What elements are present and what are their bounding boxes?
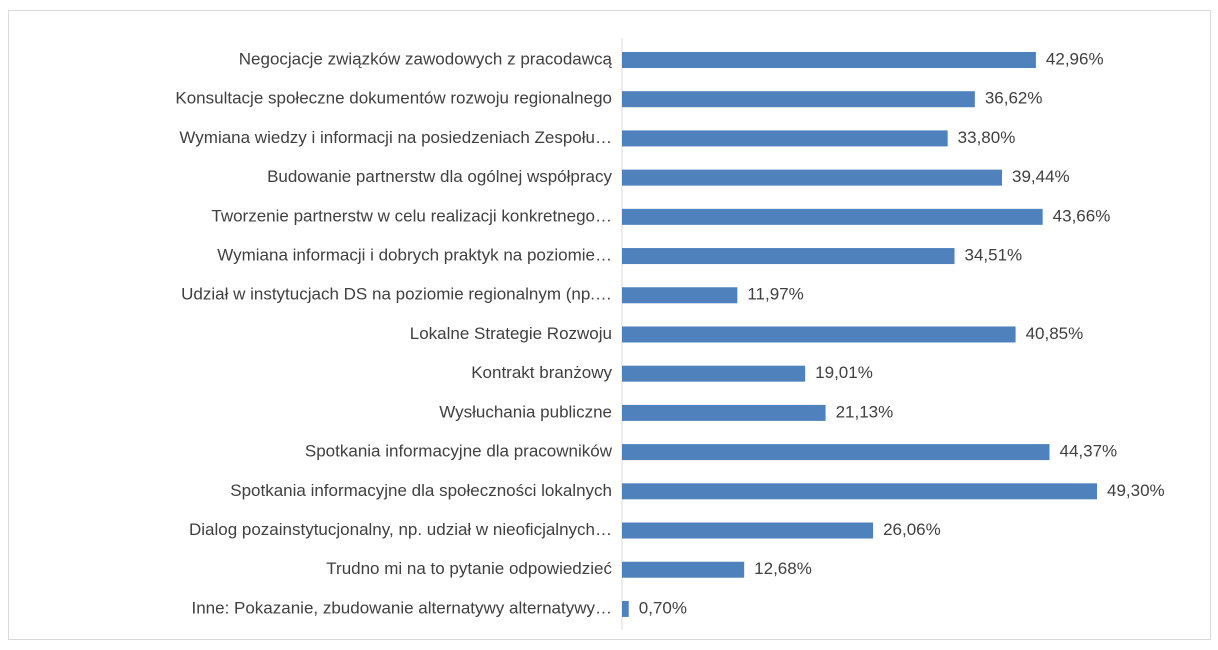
bar (622, 52, 1036, 68)
data-label: 33,80% (958, 128, 1016, 147)
y-tick-label: Tworzenie partnerstw w celu realizacji k… (211, 206, 612, 225)
data-label: 34,51% (965, 246, 1023, 265)
data-label: 40,85% (1026, 324, 1084, 343)
data-label: 39,44% (1012, 167, 1070, 186)
y-tick-label: Wymiana wiedzy i informacji na posiedzen… (179, 128, 612, 147)
bar (622, 561, 745, 578)
y-tick-label: Kontrakt branżowy (471, 363, 612, 382)
bar (622, 600, 629, 617)
y-tick-label: Lokalne Strategie Rozwoju (410, 324, 612, 343)
data-label: 12,68% (754, 559, 812, 578)
chart-border (8, 10, 1211, 640)
bar (622, 404, 826, 421)
data-label: 36,62% (985, 89, 1043, 108)
y-tick-label: Spotkania informacyjne dla pracowników (305, 442, 613, 461)
data-label: 43,66% (1053, 206, 1111, 225)
data-label: 11,97% (747, 285, 803, 304)
y-tick-label: Wysłuchania publiczne (439, 402, 612, 421)
bar (622, 444, 1050, 461)
y-tick-label: Spotkania informacyjne dla społeczności … (230, 481, 612, 500)
bar (622, 365, 806, 382)
bar (622, 169, 1002, 186)
bar (622, 326, 1016, 343)
bar (622, 91, 975, 108)
y-tick-label: Udział w instytucjach DS na poziomie reg… (181, 285, 612, 304)
data-label: 26,06% (883, 520, 941, 539)
data-label: 44,37% (1060, 442, 1118, 461)
bar (622, 483, 1097, 500)
y-tick-label: Budowanie partnerstw dla ogólnej współpr… (267, 167, 612, 186)
data-label: 19,01% (815, 363, 873, 382)
data-label: 21,13% (836, 402, 894, 421)
bar (622, 522, 874, 539)
y-tick-label: Inne: Pokazanie, zbudowanie alternatywy … (191, 598, 612, 617)
y-tick-label: Trudno mi na to pytanie odpowiedzieć (326, 559, 612, 578)
bar (622, 130, 948, 147)
y-tick-label: Dialog pozainstytucjonalny, np. udział w… (189, 520, 612, 539)
bar (622, 248, 955, 265)
y-tick-label: Negocjacje związków zawodowych z pracoda… (239, 49, 613, 68)
bar (622, 208, 1043, 225)
data-label: 49,30% (1107, 481, 1165, 500)
bar (622, 287, 738, 304)
y-tick-label: Konsultacje społeczne dokumentów rozwoju… (175, 89, 612, 108)
data-label: 42,96% (1046, 49, 1104, 68)
data-label: 0,70% (639, 598, 687, 617)
y-tick-label: Wymiana informacji i dobrych praktyk na … (217, 246, 612, 265)
